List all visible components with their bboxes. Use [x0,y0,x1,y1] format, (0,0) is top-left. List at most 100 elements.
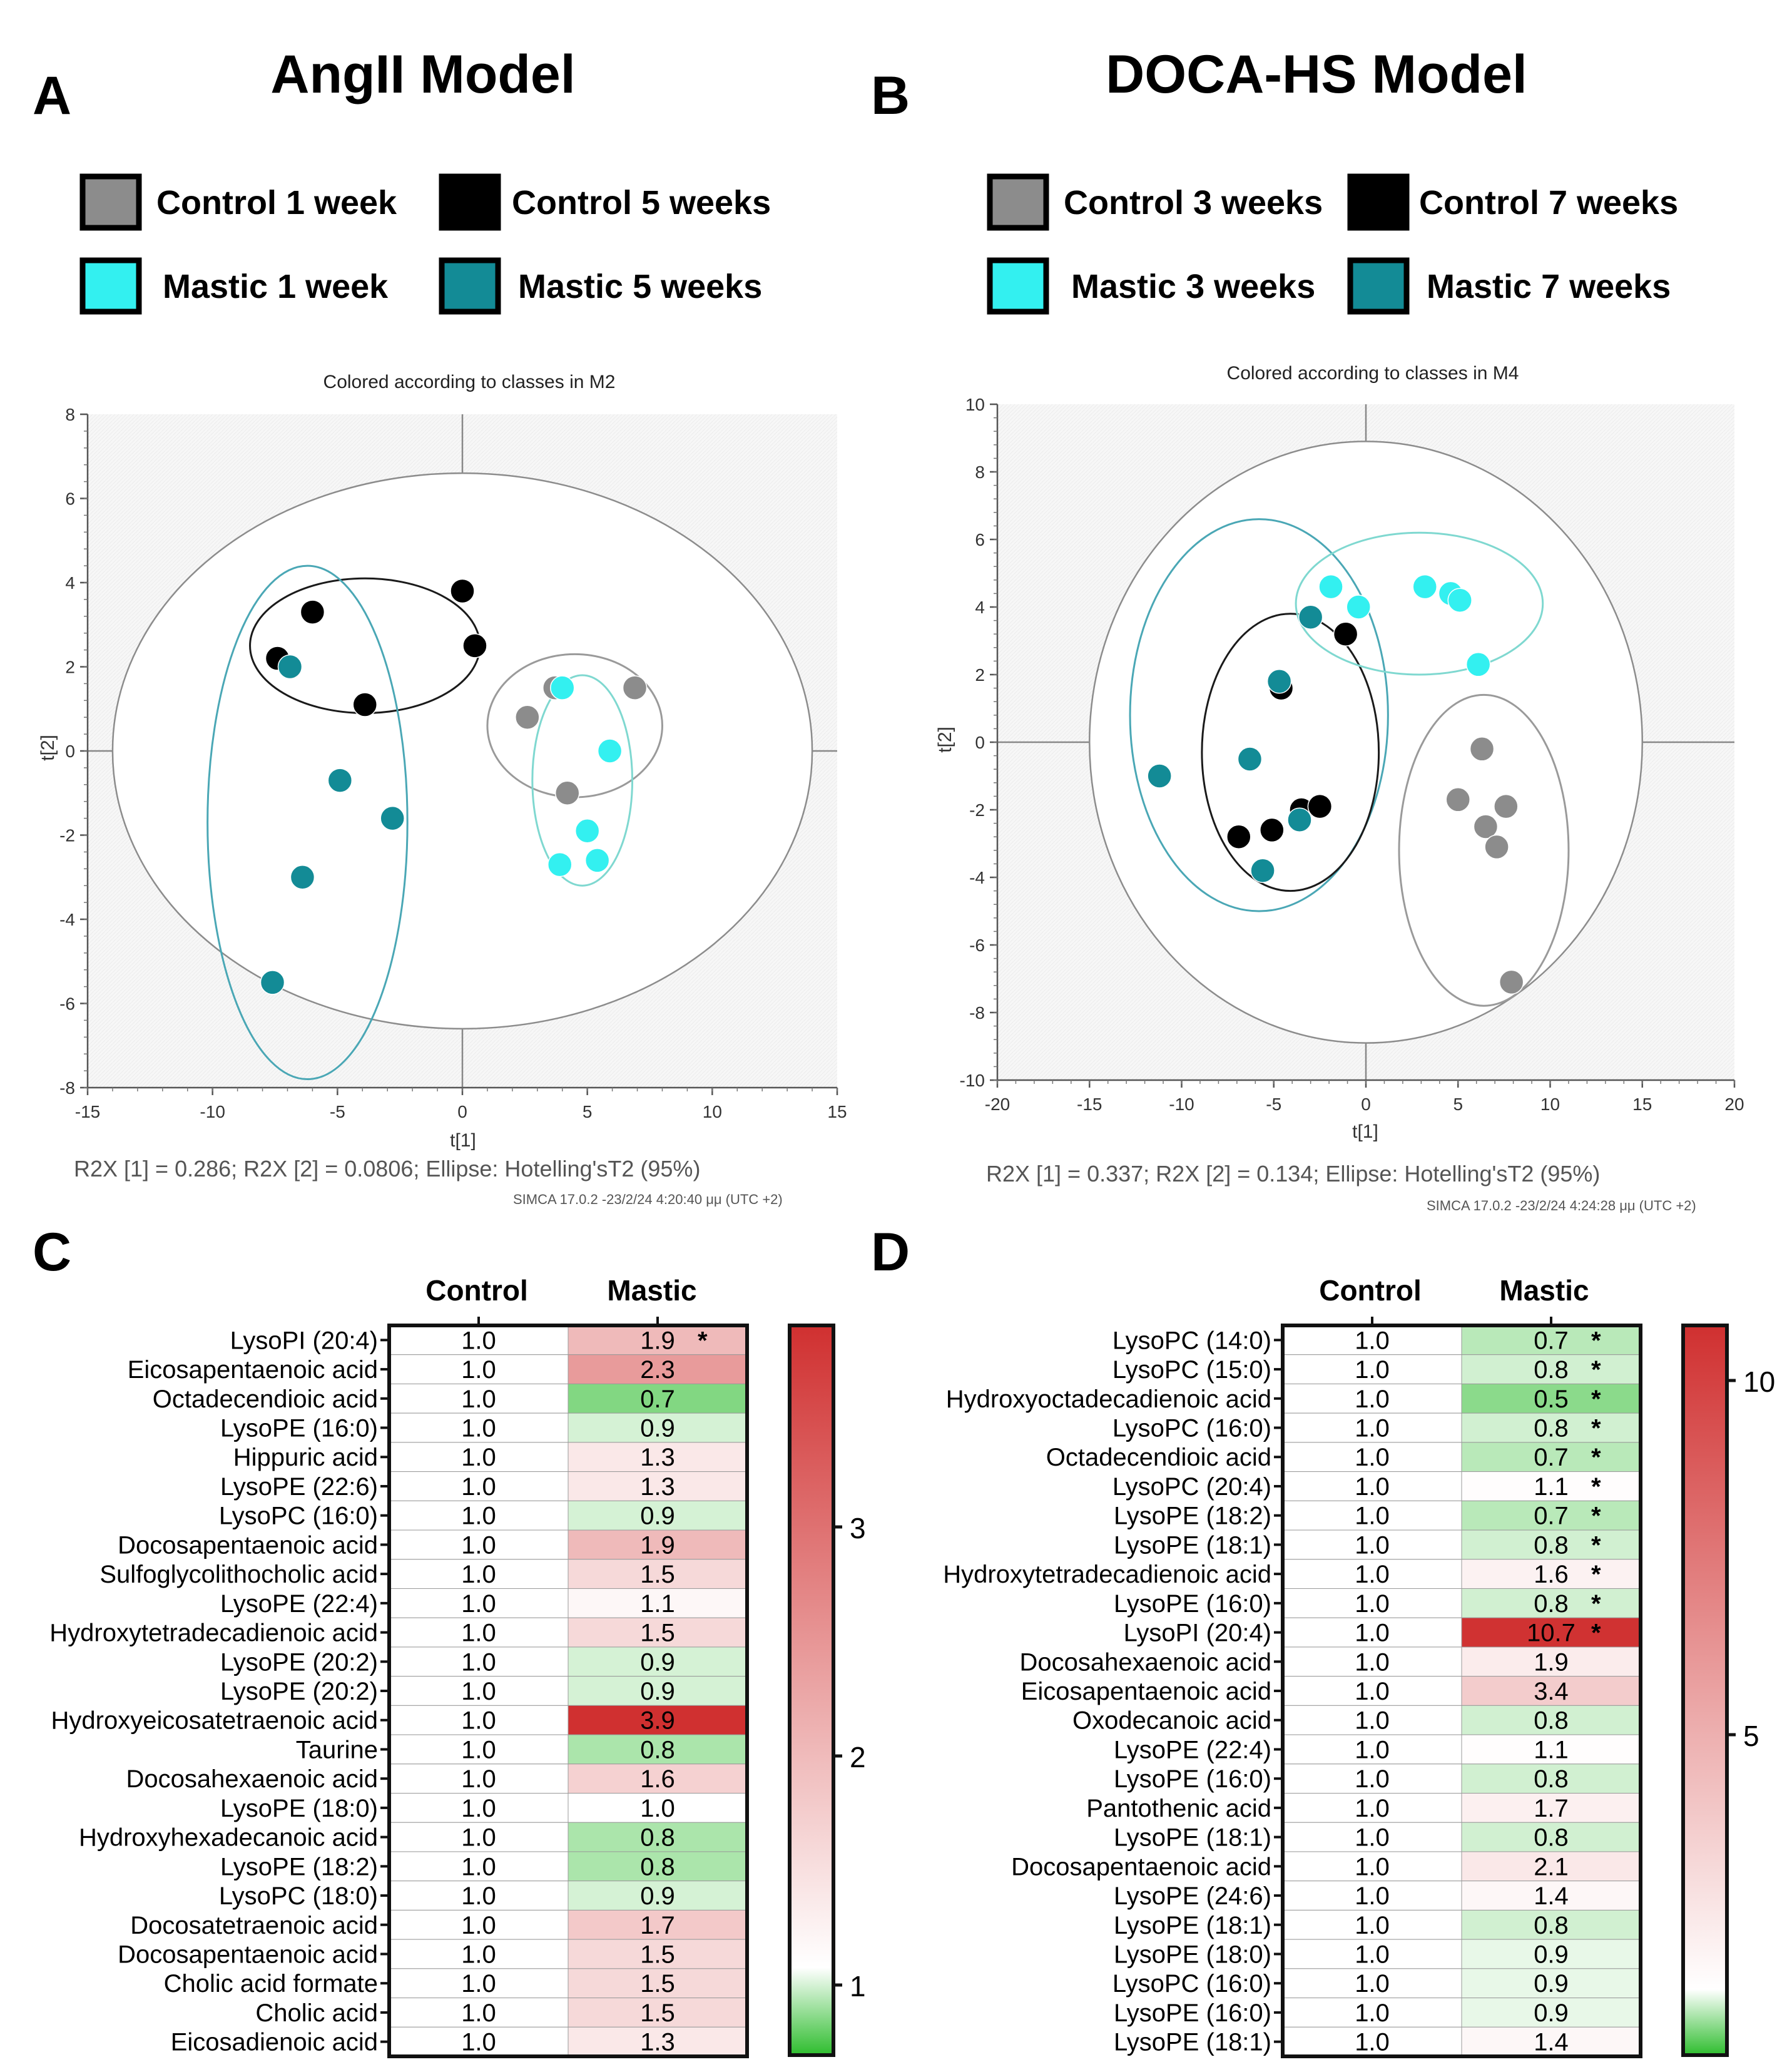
heatmap-cell-control [389,1998,569,2028]
cell-value-control: 1.0 [1355,1912,1390,1939]
heatmap-cell-control [389,1471,569,1501]
confidence-ellipse [111,472,813,1030]
column-header-control: Control [425,1274,528,1307]
row-label: Hydroxyhexadecanoic acid [79,1824,378,1852]
cell-value-mastic: 0.5 [1534,1386,1569,1413]
cell-value-mastic: 0.7 [640,1386,675,1413]
heatmap-cell-mastic [1461,1734,1641,1765]
colorbar-c: 3 2 1 [788,1324,866,2057]
data-point [352,692,378,717]
significance-marker: * [1591,1590,1601,1618]
row-label: Docosahexaenoic acid [126,1765,378,1793]
column-header-mastic: Mastic [1499,1274,1589,1307]
cell-value-mastic: 0.9 [640,1503,675,1530]
data-point [1237,747,1263,772]
row-label: LysoPE (18:1) [1114,1531,1271,1559]
heatmap-cell-control [1282,1822,1462,1852]
cell-value-control: 1.0 [461,1356,496,1384]
cell-value-mastic: 10.7 [1527,1620,1576,1647]
row-label: Pantothenic acid [1086,1795,1271,1822]
x-tick-label: -5 [1266,1095,1281,1114]
y-tick-label: -10 [960,1071,985,1090]
x-tick-label: 5 [583,1102,593,1121]
legend-label: Control 7 weeks [1419,184,1678,222]
cell-value-control: 1.0 [461,1853,496,1881]
legend-label: Mastic 3 weeks [1071,268,1315,305]
data-point [1494,794,1519,819]
row-label: LysoPE (22:4) [220,1590,378,1618]
cell-value-control: 1.0 [1355,1678,1390,1705]
row-label: Hydroxytetradecadienoic acid [49,1620,378,1647]
x-tick-label: 0 [1361,1095,1371,1114]
cell-value-control: 1.0 [1355,1531,1390,1559]
heatmap-cell-control [1282,1588,1462,1618]
data-point [1250,858,1275,883]
confidence-ellipse [1295,531,1544,676]
row-label: Docosapentaenoic acid [118,1531,378,1559]
row-label: LysoPI (20:4) [230,1327,378,1354]
x-tick-label: -15 [1077,1095,1102,1114]
heatmap-cell-mastic [1461,1851,1641,1882]
data-point [450,578,475,604]
row-label: LysoPC (15:0) [1112,1356,1271,1384]
data-point [584,848,610,873]
heatmap-cell-control [1282,1529,1462,1560]
legend-label: Control 3 weeks [1064,184,1323,222]
data-point [1318,574,1343,600]
x-tick-label: 20 [1724,1095,1744,1114]
cell-value-mastic: 1.9 [1534,1648,1569,1676]
heatmap-cell-mastic [1461,1998,1641,2028]
heatmap-cell-mastic [1461,1793,1641,1823]
cell-value-control: 1.0 [461,1473,496,1501]
cell-value-mastic: 0.8 [1534,1415,1569,1442]
row-label: Octadecendioic acid [1046,1444,1271,1471]
footer-b: R2X [1] = 0.337; R2X [2] = 0.134; Ellips… [986,1161,1600,1187]
significance-marker: * [1591,1620,1601,1647]
heatmap-cell-control [1282,1763,1462,1794]
row-label: LysoPE (18:2) [1114,1503,1271,1530]
heatmap-c: 1.0 1.9 * LysoPI (20:4) 1.0 2.3 Eicosapentaeno… [49,1317,749,2058]
cell-value-mastic: 0.8 [1534,1590,1569,1618]
cell-value-control: 1.0 [1355,1648,1390,1676]
cell-value-mastic: 1.5 [640,1620,675,1647]
cell-value-mastic: 3.4 [1534,1678,1569,1705]
cell-value-mastic: 1.5 [640,1999,675,2027]
cell-value-control: 1.0 [1355,1503,1390,1530]
legend-label: Mastic 1 week [163,268,389,305]
heatmap-cell-mastic [1461,1763,1641,1794]
data-point [1447,588,1472,613]
heatmap-cell-control [389,1617,569,1648]
cell-value-mastic: 2.1 [1534,1853,1569,1881]
row-label: Taurine [296,1736,378,1763]
data-point [1499,969,1524,995]
colorbar-tick-label: 5 [1743,1720,1759,1752]
column-header-control: Control [1319,1274,1422,1307]
heatmap-cell-mastic [568,1909,748,1940]
stamp-b: SIMCA 17.0.2 -23/2/24 4:24:28 μμ (UTC +2… [1427,1198,1696,1213]
significance-marker: * [1591,1356,1601,1384]
heatmap-cell-control [389,1500,569,1531]
cell-value-mastic: 1.6 [1534,1561,1569,1588]
panel-title-a: AngII Model [270,44,575,105]
cell-value-control: 1.0 [1355,1444,1390,1471]
significance-marker: * [1591,1386,1601,1413]
x-tick-label: 5 [1453,1095,1463,1114]
data-point [462,633,487,658]
data-point [1445,787,1470,812]
x-axis-label-a: t[1] [450,1130,476,1151]
row-label: Cholic acid [255,1999,378,2027]
row-label: Cholic acid formate [164,1970,378,1998]
cell-value-control: 1.0 [1355,1561,1390,1588]
x-tick-label: 15 [1632,1095,1652,1114]
cell-value-mastic: 1.7 [640,1912,675,1939]
cell-value-control: 1.0 [461,1531,496,1559]
data-point [622,675,648,700]
cell-value-control: 1.0 [461,1795,496,1822]
row-label: LysoPC (16:0) [1112,1415,1271,1442]
row-label: LysoPE (18:1) [1114,2029,1271,2056]
data-point [380,805,405,831]
data-point [1465,652,1491,677]
y-tick-label: 8 [65,405,75,424]
cell-value-mastic: 1.3 [640,2029,675,2056]
cell-value-mastic: 0.7 [1534,1444,1569,1471]
